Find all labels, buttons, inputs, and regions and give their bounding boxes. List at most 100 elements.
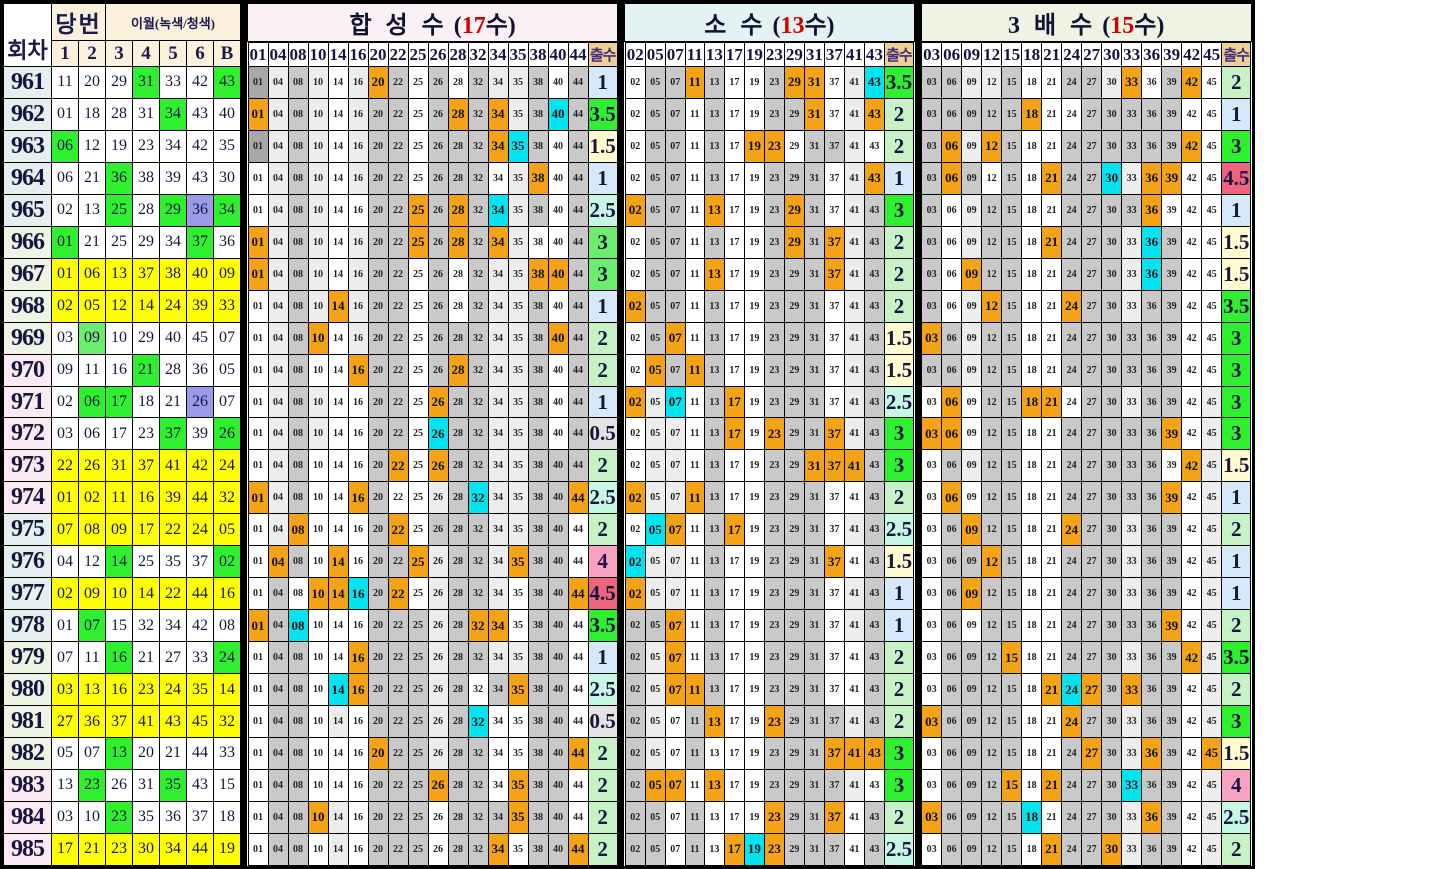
number-cell: 04	[267, 481, 289, 515]
number-cell: 03	[921, 513, 943, 547]
number-cell-hit: 06	[941, 161, 963, 195]
number-cell-hit: 03	[921, 321, 943, 355]
pick-number: 22	[159, 513, 187, 547]
number-cell: 10	[307, 385, 329, 419]
number-column-header-17: 17	[723, 42, 745, 67]
table-row: 01 04 08 10 14 16 20 22 25 26 28 32 34 35 38 40 44 1	[247, 385, 618, 419]
table-row: 977 02 09 10 14 22 44 16	[3, 577, 241, 611]
prime-inner-cell: 02 05 07 11 13 17 19 23 29 31 37 41 43 출수 02 05 07 11 13 1…	[624, 42, 915, 867]
number-cell: 13	[703, 129, 725, 163]
number-cell: 14	[327, 737, 349, 770]
number-cell: 01	[247, 321, 269, 355]
pick-column-header-5: 5	[159, 40, 187, 67]
chulsu-value: 3.5	[587, 609, 618, 643]
number-cell: 32	[467, 257, 489, 291]
number-cell: 20	[367, 577, 389, 611]
number-cell: 15	[1001, 449, 1023, 483]
chulsu-value: 2	[1221, 66, 1252, 99]
number-cell: 37	[823, 289, 845, 323]
number-cell: 32	[467, 800, 489, 834]
multiple3-body-wrap: 03 06 09 12 15 18 21 24 27 30 33 36 39 42 45 출수 03 06 09 1…	[921, 42, 1252, 867]
number-cell: 05	[644, 225, 666, 259]
number-cell-hit: 42	[1181, 641, 1203, 675]
pick-number: 39	[159, 481, 187, 515]
number-cell: 24	[1061, 257, 1083, 291]
number-cell: 06	[941, 673, 963, 707]
number-cell-hit: 37	[823, 449, 845, 483]
number-cell: 45	[1201, 641, 1223, 675]
round-number: 963	[3, 129, 52, 163]
number-cell: 42	[1181, 513, 1203, 547]
number-cell: 18	[1021, 577, 1043, 611]
number-cell: 29	[783, 129, 805, 163]
table-row: 973 22 26 31 37 41 42 24	[3, 449, 241, 483]
number-cell: 10	[307, 641, 329, 675]
number-cell: 19	[743, 193, 765, 227]
number-cell: 30	[1101, 609, 1123, 643]
round-number: 966	[3, 225, 52, 259]
number-cell: 45	[1201, 545, 1223, 579]
pick-number: 43	[186, 97, 214, 131]
number-cell: 33	[1121, 129, 1143, 163]
number-cell: 38	[527, 353, 549, 387]
number-cell: 09	[961, 705, 983, 739]
number-cell: 36	[1141, 705, 1163, 739]
number-cell: 03	[921, 673, 943, 707]
header-row-title: 회차 당번 이월(녹색/청색)	[3, 3, 241, 67]
number-cell: 25	[407, 481, 429, 515]
pick-number: 40	[159, 321, 187, 355]
table-row: 02 05 07 11 13 17 19 23 29 31 37 41 43 1.5	[624, 353, 915, 387]
number-cell: 04	[267, 161, 289, 195]
number-cell-hit: 34	[487, 609, 509, 643]
number-cell: 26	[427, 321, 449, 355]
number-cell: 34	[487, 705, 509, 739]
number-cell: 36	[1141, 449, 1163, 483]
number-cell: 13	[703, 832, 725, 867]
number-cell: 05	[644, 481, 666, 515]
number-cell: 15	[1001, 705, 1023, 739]
number-cell-hit: 31	[803, 449, 825, 483]
number-cell: 13	[703, 609, 725, 643]
number-cell: 41	[843, 289, 865, 323]
number-cell: 36	[1141, 513, 1163, 547]
number-cell: 13	[703, 513, 725, 547]
number-cell: 25	[407, 832, 429, 867]
pick-number: 27	[159, 641, 187, 675]
number-cell: 20	[367, 545, 389, 579]
number-cell: 21	[1041, 800, 1063, 834]
number-cell: 23	[763, 641, 785, 675]
number-cell: 18	[1021, 641, 1043, 675]
number-cell: 01	[247, 705, 269, 739]
pick-number: 43	[186, 768, 214, 802]
number-cell: 02	[624, 321, 646, 355]
number-column-header-29: 29	[783, 42, 805, 67]
number-cell: 10	[307, 417, 329, 451]
number-cell: 11	[684, 641, 705, 675]
number-cell: 05	[644, 800, 666, 834]
table-row: 982 05 07 13 20 21 44 33	[3, 737, 241, 770]
number-cell: 04	[267, 385, 289, 419]
chulsu-value: 1	[1221, 545, 1252, 579]
number-cell: 05	[644, 193, 666, 227]
section-count-suffix: 수	[1134, 13, 1157, 39]
number-cell-hit: 35	[507, 768, 529, 802]
number-cell: 40	[547, 449, 569, 483]
number-cell: 24	[1061, 577, 1083, 611]
pick-number: 33	[186, 641, 214, 675]
number-cell: 18	[1021, 353, 1043, 387]
pick-number: 06	[78, 257, 106, 291]
number-cell: 20	[367, 449, 389, 483]
number-cell: 09	[961, 481, 983, 515]
number-cell: 37	[823, 577, 845, 611]
pick-number: 29	[132, 225, 160, 259]
number-cell: 03	[921, 161, 943, 195]
number-cell: 36	[1141, 609, 1163, 643]
number-cell: 32	[467, 385, 489, 419]
number-cell: 38	[527, 417, 549, 451]
number-cell: 21	[1041, 257, 1063, 291]
number-cell: 07	[664, 832, 686, 867]
number-cell-hit: 43	[863, 97, 885, 131]
number-cell: 34	[487, 385, 509, 419]
number-cell: 24	[1061, 225, 1083, 259]
number-cell: 32	[467, 673, 489, 707]
